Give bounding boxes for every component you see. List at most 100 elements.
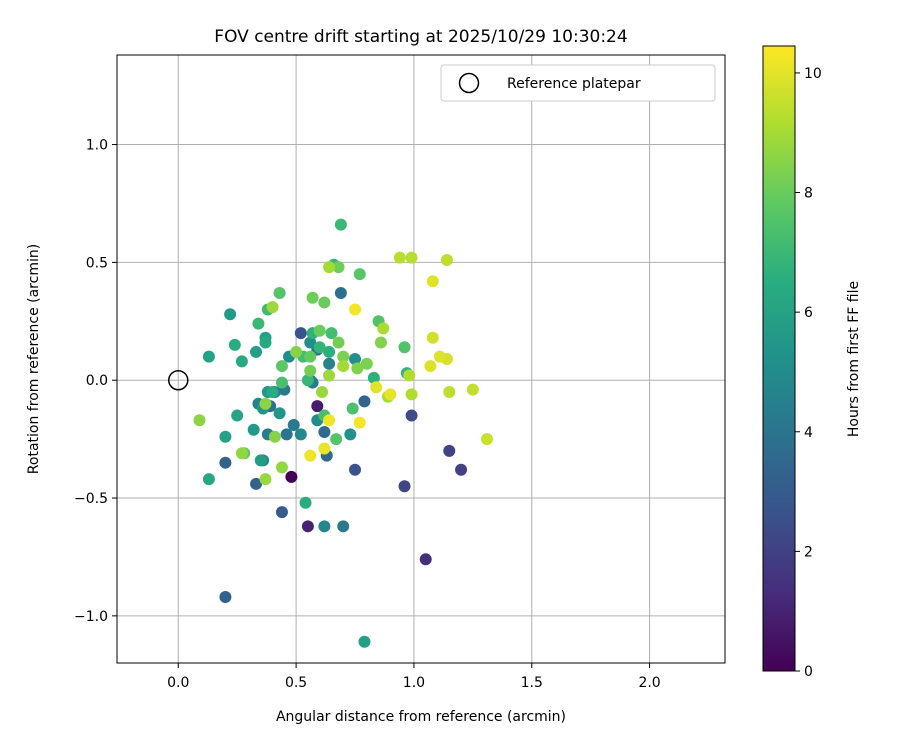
data-point <box>290 345 303 358</box>
data-point <box>325 327 338 340</box>
data-point <box>275 461 288 474</box>
data-point <box>443 444 456 457</box>
data-point <box>433 350 446 363</box>
data-point <box>323 345 336 358</box>
colorbar-tick-label: 0 <box>804 664 813 680</box>
x-tick-label: 1.5 <box>521 675 543 691</box>
colorbar-tick-label: 8 <box>804 186 813 202</box>
colorbar: 0 2 4 6 8 10 Hours from first FF file <box>762 45 862 680</box>
data-point <box>254 454 267 467</box>
colorbar-gradient <box>762 45 796 672</box>
data-point <box>358 635 371 648</box>
data-point <box>299 496 312 509</box>
data-point <box>353 416 366 429</box>
data-point <box>231 409 244 422</box>
data-point <box>332 336 345 349</box>
x-tick-label: 2.0 <box>638 675 660 691</box>
data-point <box>398 341 411 354</box>
plot-frame <box>116 54 726 664</box>
data-point <box>304 449 317 462</box>
data-point <box>266 301 279 314</box>
data-point <box>304 350 317 363</box>
data-point <box>294 428 307 441</box>
data-point <box>351 362 364 375</box>
data-point <box>337 520 350 533</box>
data-points <box>193 218 493 648</box>
data-point <box>252 317 265 330</box>
data-point <box>323 414 336 427</box>
data-point <box>219 591 232 604</box>
data-point <box>287 418 300 431</box>
data-point <box>419 553 432 566</box>
data-point <box>337 360 350 373</box>
data-point <box>275 506 288 519</box>
data-point <box>250 345 263 358</box>
reference-platepar-marker <box>168 369 189 391</box>
x-tick-label: 1.0 <box>403 675 425 691</box>
x-axis-label: Angular distance from reference (arcmin) <box>276 709 566 725</box>
data-point <box>349 303 362 316</box>
data-point <box>426 331 439 344</box>
data-point <box>313 324 326 337</box>
y-tick-label: 1.0 <box>86 138 108 154</box>
colorbar-label: Hours from first FF file <box>846 281 862 437</box>
data-point <box>250 477 263 490</box>
data-point <box>349 353 362 365</box>
colorbar-tick-label: 6 <box>804 305 813 321</box>
data-point <box>268 430 281 443</box>
data-point <box>247 423 260 436</box>
data-point <box>301 520 314 533</box>
data-point <box>306 291 319 304</box>
data-point <box>235 447 248 460</box>
data-point <box>344 428 357 441</box>
colorbar-ticks: 0 2 4 6 8 10 <box>795 66 822 680</box>
chart-title: FOV centre drift starting at 2025/10/29 … <box>214 27 627 47</box>
data-point <box>334 287 347 300</box>
data-point <box>259 473 272 486</box>
data-point <box>466 383 479 396</box>
data-point <box>405 409 418 422</box>
data-point <box>403 369 416 382</box>
y-tick-label: 0.5 <box>86 255 108 271</box>
data-point <box>280 428 293 441</box>
data-point <box>393 251 406 264</box>
data-point <box>405 388 418 401</box>
data-point <box>337 350 350 363</box>
colorbar-tick-label: 4 <box>804 425 813 441</box>
y-axis-label: Rotation from reference (arcmin) <box>26 244 42 474</box>
data-point <box>334 218 347 231</box>
data-point <box>426 275 439 288</box>
data-point <box>266 385 279 398</box>
data-point <box>405 251 418 264</box>
data-point <box>353 268 366 281</box>
data-point <box>349 463 362 476</box>
data-point <box>219 430 232 443</box>
data-point <box>228 338 241 351</box>
data-point <box>273 407 286 420</box>
legend-marker <box>458 72 480 94</box>
data-point <box>455 463 468 476</box>
data-point <box>275 376 288 389</box>
data-point <box>304 336 317 349</box>
colorbar-tick-label: 10 <box>804 66 822 82</box>
data-point <box>318 426 331 439</box>
data-point <box>273 287 286 300</box>
data-point <box>304 364 317 377</box>
data-point <box>358 395 371 408</box>
data-point <box>301 374 314 387</box>
data-point <box>219 456 232 469</box>
grid <box>117 55 725 663</box>
data-point <box>360 357 373 370</box>
data-point <box>202 350 215 363</box>
data-point <box>318 296 331 309</box>
data-point <box>202 473 215 486</box>
data-point <box>443 385 456 398</box>
data-point <box>367 371 380 384</box>
data-point <box>440 254 453 267</box>
data-point <box>318 442 331 455</box>
data-point <box>480 433 493 446</box>
data-point <box>259 336 272 349</box>
x-axis-ticks: 0.0 0.5 1.0 1.5 2.0 <box>167 663 661 691</box>
data-point <box>374 336 387 349</box>
